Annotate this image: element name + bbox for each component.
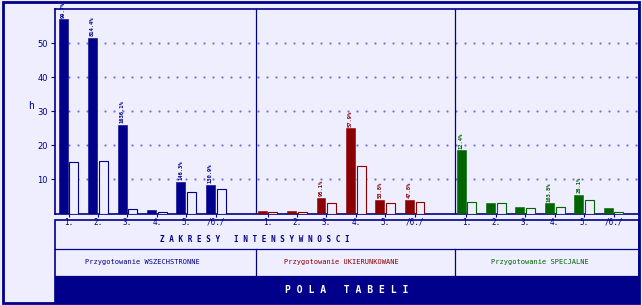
Bar xyxy=(99,161,108,214)
Bar xyxy=(257,211,266,213)
Bar xyxy=(555,207,564,214)
Text: 47.8%: 47.8% xyxy=(407,182,412,198)
Text: 99.7%: 99.7% xyxy=(61,2,65,18)
Bar xyxy=(298,212,307,214)
Text: 146.3%: 146.3% xyxy=(178,161,184,181)
Bar xyxy=(268,212,277,214)
Bar xyxy=(467,202,476,214)
Bar xyxy=(526,208,535,214)
Text: Przygotowanie SPECJALNE: Przygotowanie SPECJALNE xyxy=(491,259,589,265)
Text: Z A K R E S Y   I N T E N S Y W N O S C I: Z A K R E S Y I N T E N S Y W N O S C I xyxy=(160,235,350,244)
Bar xyxy=(497,203,506,214)
Bar xyxy=(575,195,583,214)
Bar xyxy=(327,203,336,214)
Text: Przygotowanie WSZECHSTRONNE: Przygotowanie WSZECHSTRONNE xyxy=(85,259,200,265)
Bar xyxy=(346,128,355,214)
Bar xyxy=(206,185,215,214)
Bar xyxy=(317,198,325,213)
Text: P O L A   T A B E L I: P O L A T A B E L I xyxy=(285,285,408,295)
Text: 53.8%: 53.8% xyxy=(377,182,383,198)
Text: 103.8%: 103.8% xyxy=(547,182,552,202)
Bar xyxy=(58,20,67,213)
Bar xyxy=(158,212,167,214)
Text: 12.4%: 12.4% xyxy=(458,133,464,149)
Bar xyxy=(415,202,424,214)
Bar xyxy=(456,150,465,214)
Bar xyxy=(486,203,495,214)
Text: 814.4%: 814.4% xyxy=(90,17,95,36)
Text: 130.9%: 130.9% xyxy=(208,163,213,183)
Bar xyxy=(614,212,623,214)
Bar xyxy=(128,210,137,214)
Bar xyxy=(545,203,554,214)
Bar xyxy=(216,189,225,213)
Bar xyxy=(147,210,156,213)
Text: Przygotowanie UKIERUNKOWANE: Przygotowanie UKIERUNKOWANE xyxy=(284,259,399,265)
Bar xyxy=(386,203,395,214)
Text: 57.9%: 57.9% xyxy=(348,110,353,127)
Bar xyxy=(357,166,366,214)
Bar xyxy=(117,125,126,214)
Text: 95.1%: 95.1% xyxy=(318,180,324,196)
Bar xyxy=(585,200,594,213)
Bar xyxy=(516,207,525,214)
Bar xyxy=(404,200,413,213)
Y-axis label: h: h xyxy=(28,101,35,111)
Bar xyxy=(88,38,97,214)
Text: 26.1%: 26.1% xyxy=(577,177,581,193)
Bar xyxy=(177,182,186,213)
Bar xyxy=(376,200,385,213)
Bar xyxy=(603,208,612,214)
Bar xyxy=(187,192,196,214)
Bar xyxy=(69,163,78,213)
Bar xyxy=(287,211,296,213)
Text: 1636.1%: 1636.1% xyxy=(119,100,125,123)
